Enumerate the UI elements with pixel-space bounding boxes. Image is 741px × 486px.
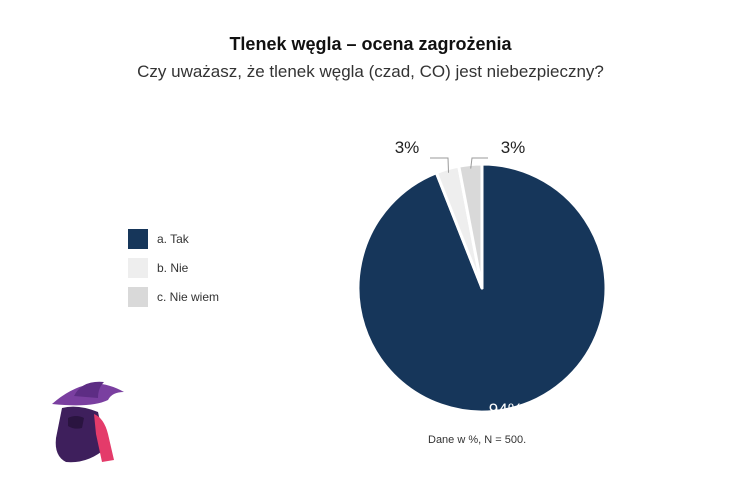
legend: a. Tak b. Nie c. Nie wiem [128,229,219,316]
data-label-nie-wiem: 3% [501,138,526,157]
data-label-nie: 3% [395,138,420,157]
legend-label-nie-wiem: c. Nie wiem [157,290,220,304]
data-note: Dane w %, N = 500. [428,434,527,446]
legend-swatch-tak [128,229,148,249]
leader-line-nie-wiem [470,157,488,169]
legend-swatch-nie [128,258,148,278]
leader-line-nie [430,157,450,173]
legend-label-nie: b. Nie [157,261,189,275]
legend-item-nie-wiem: c. Nie wiem [128,287,219,307]
legend-label-tak: a. Tak [157,232,189,246]
legend-item-tak: a. Tak [128,229,219,249]
data-label-tak: 94% [489,400,523,419]
chart-subtitle: Czy uważasz, że tlenek węgla (czad, CO) … [137,62,604,81]
legend-swatch-nie-wiem [128,287,148,307]
witch-mascot-icon [52,381,124,463]
pie-slice-nie-wiem [457,162,484,290]
legend-item-nie: b. Nie [128,258,219,278]
chart-title: Tlenek węgla – ocena zagrożenia [229,34,512,54]
